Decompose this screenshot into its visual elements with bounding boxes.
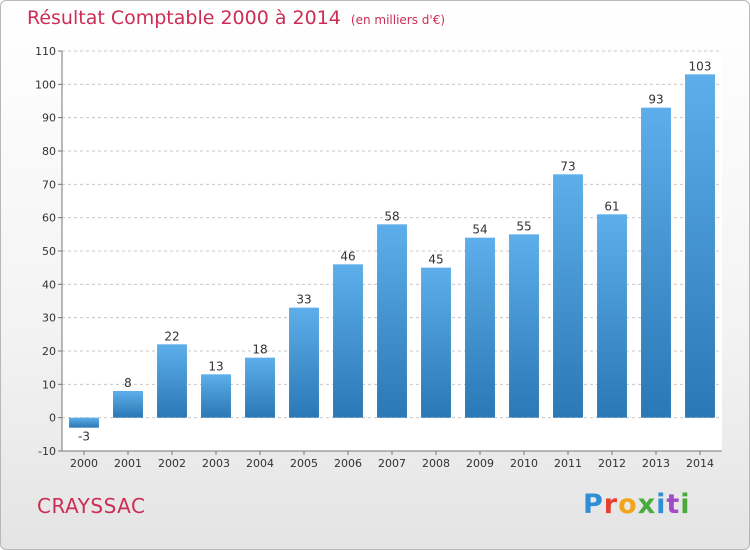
x-tick-label: 2004 <box>246 457 274 470</box>
bar-value-label: 45 <box>428 253 443 267</box>
x-tick-label: 2005 <box>290 457 318 470</box>
bar <box>421 267 451 418</box>
y-tick-label: 40 <box>42 278 56 291</box>
bar <box>245 357 275 418</box>
bar <box>201 374 231 418</box>
logo-letter: o <box>618 489 638 520</box>
y-tick-label: -10 <box>38 445 56 458</box>
proxiti-logo: Proxiti <box>583 489 691 520</box>
chart-subtitle: (en milliers d'€) <box>350 13 446 27</box>
bar-value-label: 103 <box>689 59 712 73</box>
x-tick-label: 2011 <box>554 457 582 470</box>
bar <box>69 417 99 428</box>
y-tick-label: 70 <box>42 178 56 191</box>
x-tick-label: 2001 <box>114 457 142 470</box>
logo-letter: i <box>680 489 691 520</box>
place-name: CRAYSSAC <box>37 494 146 518</box>
y-tick-label: 80 <box>42 145 56 158</box>
bar <box>333 264 363 418</box>
chart-title: Résultat Comptable 2000 à 2014 (en millie… <box>27 7 445 29</box>
bar <box>509 234 539 418</box>
x-tick-label: 2007 <box>378 457 406 470</box>
bar-value-label: 22 <box>164 329 179 343</box>
bar-value-label: 18 <box>252 343 267 357</box>
bar <box>377 224 407 418</box>
y-tick-label: 0 <box>49 412 56 425</box>
y-tick-label: 30 <box>42 312 56 325</box>
x-tick-label: 2003 <box>202 457 230 470</box>
bar-value-label: 93 <box>648 93 663 107</box>
y-tick-label: 10 <box>42 378 56 391</box>
logo-letter: i <box>656 489 667 520</box>
y-tick-label: 90 <box>42 112 56 125</box>
bar-value-label: -3 <box>78 430 90 444</box>
bar-value-label: 73 <box>560 159 575 173</box>
logo-letter: P <box>583 489 604 520</box>
bar-value-label: 54 <box>472 223 487 237</box>
bar-value-label: 55 <box>516 219 531 233</box>
bar-value-label: 33 <box>296 293 311 307</box>
bar-value-label: 46 <box>340 249 355 263</box>
x-tick-label: 2000 <box>70 457 98 470</box>
x-tick-label: 2009 <box>466 457 494 470</box>
bar <box>113 391 143 418</box>
bar-value-label: 58 <box>384 209 399 223</box>
y-tick-label: 110 <box>35 45 56 58</box>
x-tick-label: 2006 <box>334 457 362 470</box>
y-tick-label: 60 <box>42 212 56 225</box>
logo-letter: r <box>603 489 619 520</box>
x-tick-label: 2010 <box>510 457 538 470</box>
logo-letter: x <box>637 489 657 520</box>
bar <box>597 214 627 418</box>
y-tick-label: 100 <box>35 78 56 91</box>
x-tick-label: 2002 <box>158 457 186 470</box>
x-tick-label: 2013 <box>642 457 670 470</box>
x-tick-label: 2012 <box>598 457 626 470</box>
bar-value-label: 13 <box>208 359 223 373</box>
y-tick-label: 20 <box>42 345 56 358</box>
x-tick-label: 2014 <box>686 457 714 470</box>
bar-value-label: 8 <box>124 376 132 390</box>
bar-value-label: 61 <box>604 199 619 213</box>
bar <box>157 344 187 418</box>
bar <box>289 307 319 418</box>
bar <box>465 237 495 418</box>
bar <box>641 107 671 418</box>
y-tick-label: 50 <box>42 245 56 258</box>
bar <box>553 174 583 418</box>
chart-title-text: Résultat Comptable 2000 à 2014 <box>27 7 341 29</box>
logo-letter: t <box>666 489 681 520</box>
bar <box>685 74 715 418</box>
x-tick-label: 2008 <box>422 457 450 470</box>
